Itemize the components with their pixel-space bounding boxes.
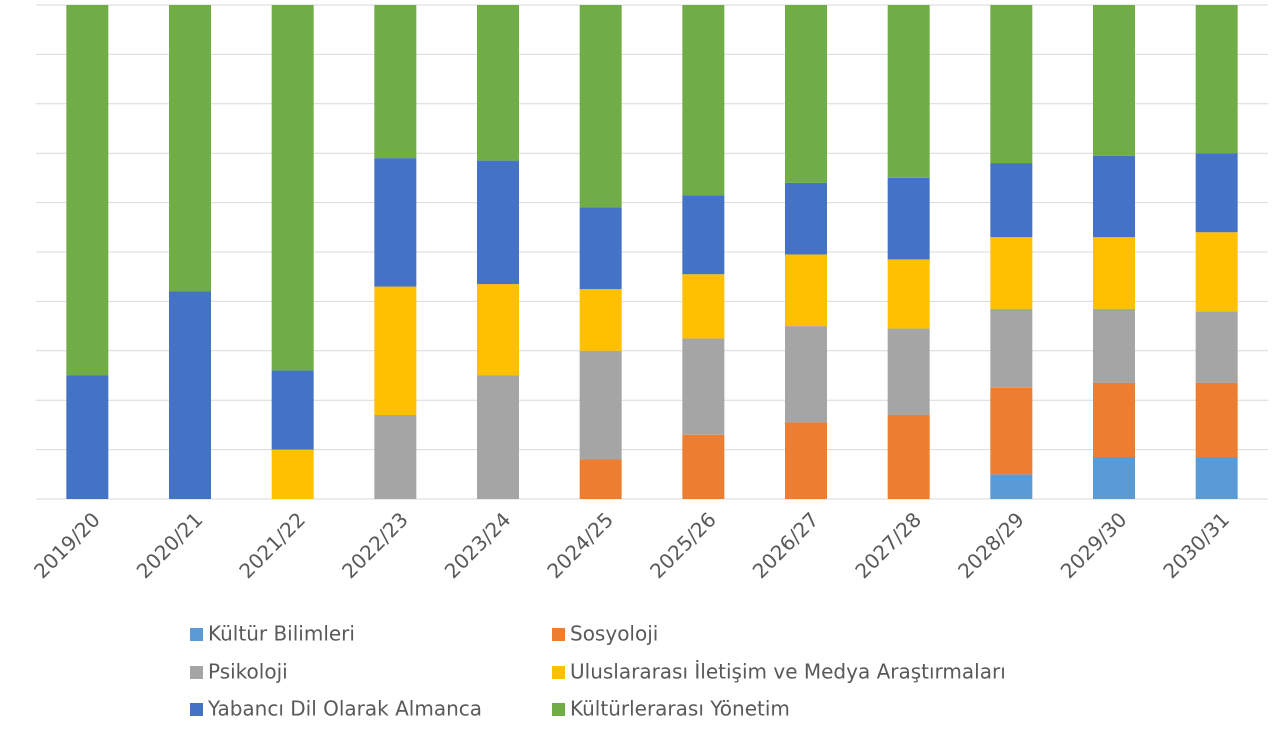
x-tick-label: 2020/21 (132, 507, 208, 583)
legend-label: Sosyoloji (570, 622, 658, 646)
bar-segment (1195, 311, 1238, 383)
bar-segment (682, 274, 725, 339)
bar-segment (785, 254, 827, 327)
bar-segment (990, 474, 1033, 499)
legend-swatch (190, 703, 203, 716)
legend-label: Uluslararası İletişim ve Medya Araştırma… (570, 660, 1006, 684)
x-tick-label: 2029/30 (1056, 507, 1132, 583)
bar-segment (477, 160, 519, 285)
legend-swatch (552, 628, 565, 641)
bar-segment (1093, 5, 1135, 156)
bar-segment (66, 5, 109, 376)
bar-segment (271, 5, 314, 371)
bar-segment (169, 5, 211, 292)
bar-segment (785, 326, 827, 423)
bar-segment (579, 289, 622, 351)
bar-segment (1093, 155, 1135, 238)
bar-segment (374, 158, 417, 287)
bar-segment (682, 338, 725, 435)
bar-segment (990, 387, 1033, 475)
legend-label: Kültürlerarası Yönetim (570, 697, 790, 721)
bar-segment (887, 415, 930, 499)
legend-swatch (552, 703, 565, 716)
bar-segment (682, 195, 725, 275)
x-tick-label: 2019/20 (29, 507, 105, 583)
bar-segment (169, 291, 211, 499)
bar-segment (1093, 457, 1135, 499)
x-tick-label: 2023/24 (440, 507, 516, 583)
x-tick-label: 2025/26 (645, 507, 721, 583)
bar-segment (1093, 308, 1135, 383)
bar-segment (785, 5, 827, 183)
x-tick-label: 2030/31 (1158, 507, 1234, 583)
bar-segment (1195, 457, 1238, 499)
bar-segment (1195, 5, 1238, 154)
x-tick-label: 2021/22 (234, 507, 310, 583)
x-tick-label: 2027/28 (850, 507, 926, 583)
bar-segment (887, 259, 930, 329)
legend-label: Yabancı Dil Olarak Almanca (207, 697, 482, 721)
bar-segment (579, 207, 622, 290)
bar-segment (477, 375, 519, 499)
bar-segment (887, 5, 930, 178)
bar-segment (682, 5, 725, 196)
bar-segment (579, 5, 622, 208)
bar-segment (374, 415, 417, 499)
bar-segment (887, 328, 930, 416)
x-tick-label: 2028/29 (953, 507, 1029, 583)
bar-segment (271, 370, 314, 450)
bar-segment (579, 459, 622, 499)
bar-segment (271, 449, 314, 499)
bar-segment (1093, 382, 1135, 458)
bar-segment (990, 163, 1033, 238)
x-tick-label: 2026/27 (748, 507, 824, 583)
bar-segment (887, 177, 930, 260)
bar-segment (477, 5, 519, 161)
legend-swatch (190, 628, 203, 641)
bar-segment (579, 350, 622, 460)
bar-segment (785, 422, 827, 499)
bar-segment (990, 237, 1033, 309)
bar-segment (374, 5, 417, 159)
bar-segment (1195, 232, 1238, 312)
x-tick-label: 2024/25 (542, 507, 618, 583)
bar-segment (682, 434, 725, 499)
bar-segment (1093, 237, 1135, 309)
bar-segment (990, 5, 1033, 164)
bar-segment (374, 286, 417, 416)
bar-segment (785, 182, 827, 255)
bar-segment (477, 284, 519, 376)
bar-segment (1195, 382, 1238, 458)
bar-segment (66, 375, 109, 499)
legend-label: Kültür Bilimleri (208, 622, 355, 646)
legend-swatch (552, 666, 565, 679)
x-tick-label: 2022/23 (337, 507, 413, 583)
bar-segment (990, 308, 1033, 388)
bar-segment (1195, 153, 1238, 233)
legend-label: Psikoloji (208, 660, 288, 684)
legend-swatch (190, 666, 203, 679)
